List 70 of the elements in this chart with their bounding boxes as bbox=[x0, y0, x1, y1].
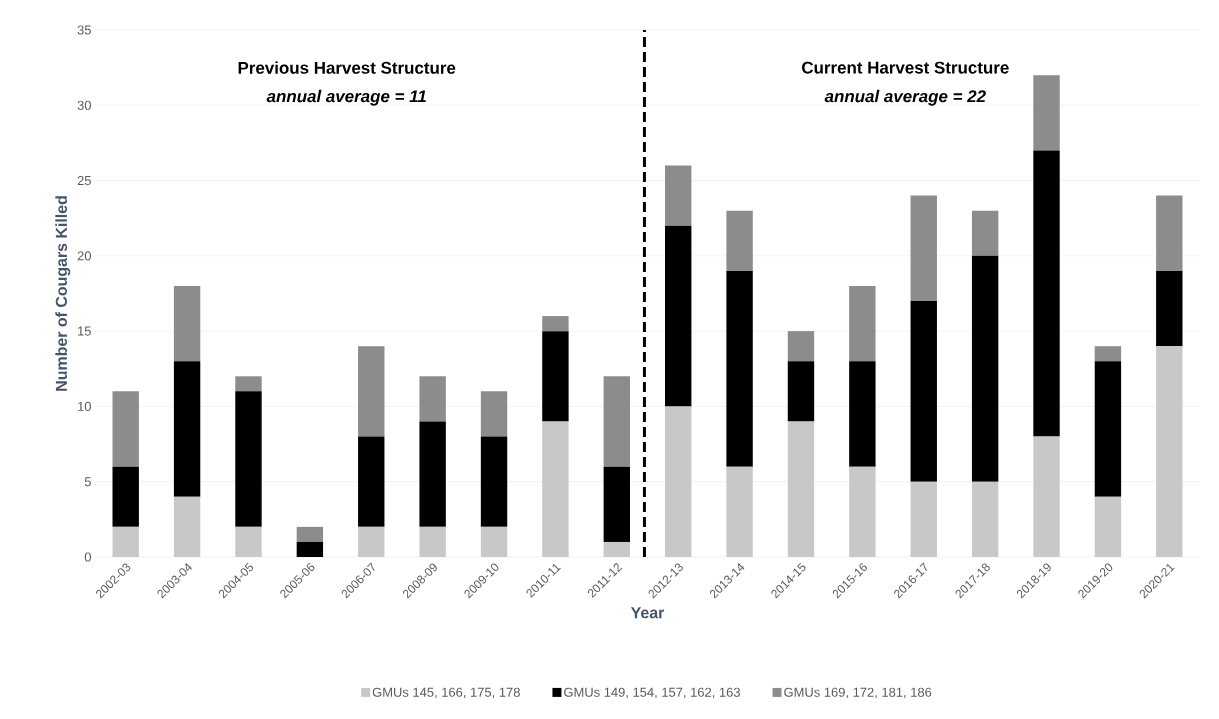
bar bbox=[849, 466, 876, 557]
x-axis-title: Year bbox=[630, 607, 665, 619]
bar bbox=[787, 421, 815, 557]
bar bbox=[173, 496, 201, 557]
bar bbox=[603, 376, 631, 467]
bar bbox=[358, 346, 385, 437]
y-tick-label: 0 bbox=[84, 552, 91, 562]
bar bbox=[1094, 496, 1122, 557]
bar bbox=[726, 210, 753, 271]
bar bbox=[603, 466, 631, 542]
bar bbox=[665, 165, 692, 226]
bar bbox=[480, 526, 508, 557]
legend-label: GMUs 149, 154, 157, 162, 163 bbox=[564, 687, 740, 699]
bar bbox=[542, 421, 569, 557]
bar bbox=[971, 210, 999, 256]
bar bbox=[726, 466, 753, 557]
bar bbox=[112, 391, 139, 467]
bar bbox=[971, 255, 999, 482]
bar bbox=[419, 421, 446, 527]
bar bbox=[1033, 75, 1060, 151]
bar bbox=[1094, 346, 1122, 362]
bar bbox=[419, 526, 446, 557]
bar bbox=[849, 361, 876, 467]
bar bbox=[603, 541, 631, 557]
bar bbox=[296, 541, 324, 557]
y-axis-title: Number of Cougars Killed bbox=[55, 196, 71, 391]
bar bbox=[849, 285, 876, 362]
bar bbox=[419, 376, 446, 422]
annotation: annual average = 22 bbox=[824, 89, 986, 106]
bar bbox=[910, 195, 937, 302]
bar bbox=[296, 526, 324, 542]
bar bbox=[1156, 346, 1183, 557]
bar bbox=[173, 285, 201, 362]
bar bbox=[1033, 150, 1060, 437]
legend-label: GMUs 145, 166, 175, 178 bbox=[372, 687, 520, 699]
annotation: Previous Harvest Structure bbox=[238, 61, 456, 74]
bar bbox=[910, 301, 937, 482]
annotation: annual average = 11 bbox=[266, 89, 426, 106]
bar bbox=[971, 481, 999, 557]
bar bbox=[726, 270, 753, 467]
bar bbox=[480, 436, 508, 527]
bar bbox=[1156, 270, 1183, 347]
legend-label: GMUs 169, 172, 181, 186 bbox=[784, 687, 932, 699]
y-tick-label: 25 bbox=[77, 175, 91, 186]
bar bbox=[112, 526, 139, 557]
y-tick-label: 5 bbox=[84, 477, 91, 487]
bar bbox=[542, 331, 569, 422]
bar bbox=[910, 481, 937, 557]
y-tick-label: 35 bbox=[77, 25, 91, 35]
bar bbox=[173, 361, 201, 497]
bar bbox=[358, 526, 385, 557]
bar bbox=[480, 391, 508, 437]
bar bbox=[1156, 195, 1183, 271]
y-tick-label: 20 bbox=[77, 251, 91, 261]
bar bbox=[665, 225, 692, 407]
annotation: Current Harvest Structure bbox=[802, 61, 1009, 74]
bar bbox=[787, 331, 815, 362]
bar bbox=[235, 391, 262, 527]
bar bbox=[787, 361, 815, 422]
bar bbox=[1094, 361, 1122, 497]
bar bbox=[358, 436, 385, 527]
bar bbox=[235, 376, 262, 392]
y-tick-label: 15 bbox=[78, 326, 91, 336]
bar bbox=[112, 466, 139, 527]
y-tick-label: 10 bbox=[78, 401, 91, 411]
bar bbox=[542, 316, 569, 332]
y-tick-label: 30 bbox=[77, 100, 91, 110]
bar bbox=[1033, 436, 1060, 557]
bar bbox=[665, 406, 692, 557]
bar bbox=[235, 526, 262, 557]
